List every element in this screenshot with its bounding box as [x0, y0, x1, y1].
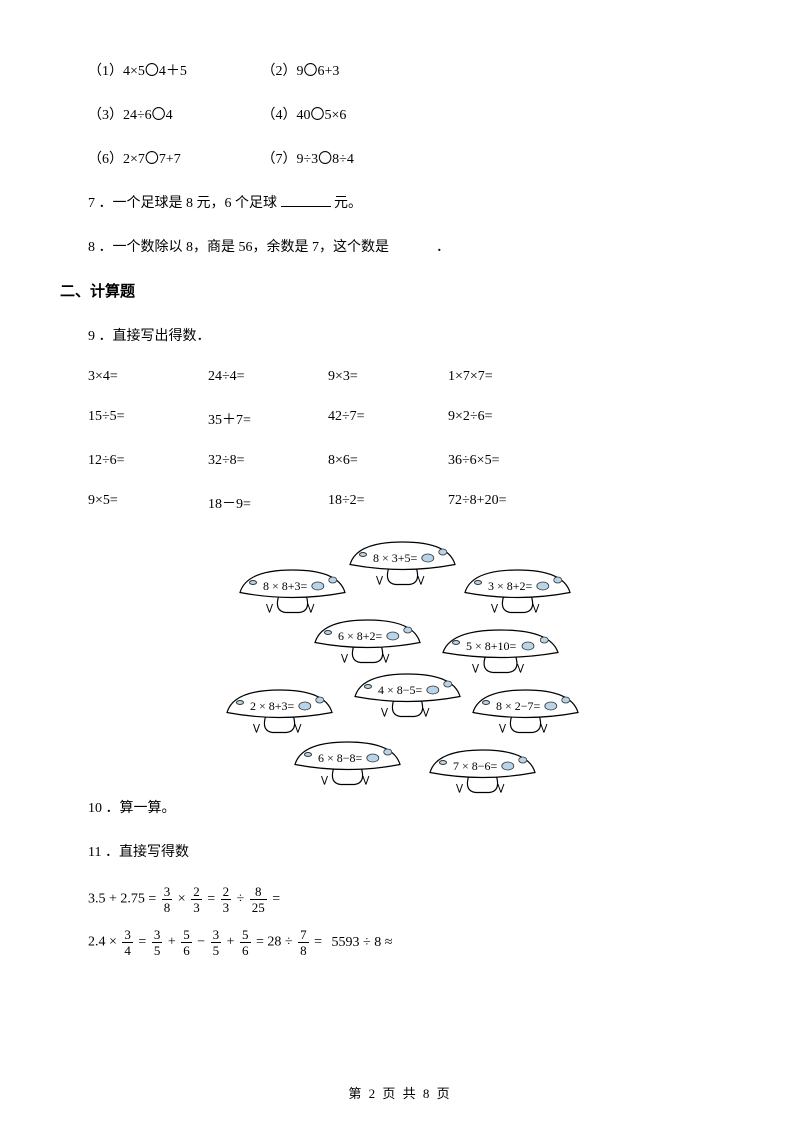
mushroom-expr: 5 × 8+10= [466, 639, 516, 654]
blank-fill[interactable] [281, 193, 331, 207]
calc-cell: 3×4= [88, 369, 208, 385]
comp-row-2: （3）24÷6〇4 （4）40〇5×6 [80, 104, 720, 124]
calc-cell: 8×6= [328, 453, 448, 469]
section-title-2: 二、计算题 [60, 280, 720, 301]
comp-row-1: （1）4×5〇4＋5 （2）9〇6+3 [80, 60, 720, 80]
comp-1a: （1）4×5〇4＋5 [88, 60, 258, 80]
q7-text-a: 7 ．一个足球是 8 元，6 个足球 [88, 196, 277, 211]
page-footer: 第 2 页 共 8 页 [0, 1083, 800, 1102]
calc-cell: 36÷6×5= [448, 453, 588, 469]
calc-cell: 12÷6= [88, 453, 208, 469]
calc-cell: 72÷8+20= [448, 493, 588, 513]
equation-line-1: 3.5 + 2.75 = 38 × 23 = 23 ÷ 825 = [88, 885, 720, 914]
mushroom-expr: 7 × 8−6= [453, 759, 497, 774]
mushroom-expr: 3 × 8+2= [488, 579, 532, 594]
mushroom-expr: 6 × 8+2= [338, 629, 382, 644]
mushroom-item: 6 × 8−8= [290, 737, 405, 787]
mushroom-item: 3 × 8+2= [460, 565, 575, 615]
question-8: 8 ．一个数除以 8，商是 56，余数是 7，这个数是 ． [80, 236, 720, 256]
eq1-f4: 825 [250, 885, 267, 914]
q8-end: ． [436, 240, 450, 255]
q8-text: 8 ．一个数除以 8，商是 56，余数是 7，这个数是 [88, 240, 389, 255]
calc-cell: 32÷8= [208, 453, 328, 469]
calc-row: 15÷5=35＋7=42÷7=9×2÷6= [80, 409, 720, 429]
mushroom-expr: 8 × 3+5= [373, 551, 417, 566]
comp-3b: （7）9÷3〇8÷4 [262, 152, 354, 167]
mushroom-expr: 8 × 8+3= [263, 579, 307, 594]
calc-row: 9×5=18－9=18÷2=72÷8+20= [80, 493, 720, 513]
mushroom-item: 7 × 8−6= [425, 745, 540, 795]
equation-line-2: 2.4 × 34 = 35 + 56 − 35 + 56 = 28 ÷ 78 =… [88, 928, 720, 957]
calc-cell: 18－9= [208, 493, 328, 513]
mushroom-item: 8 × 8+3= [235, 565, 350, 615]
eq1-f2: 23 [191, 885, 202, 914]
calc-cell: 24÷4= [208, 369, 328, 385]
calc-cell: 42÷7= [328, 409, 448, 429]
comp-3a: （6）2×7〇7+7 [88, 148, 258, 168]
calc-cell: 15÷5= [88, 409, 208, 429]
calc-cell: 9×3= [328, 369, 448, 385]
comp-2a: （3）24÷6〇4 [88, 104, 258, 124]
eq1-f3: 23 [221, 885, 232, 914]
eq1-f1: 38 [162, 885, 173, 914]
mushroom-item: 8 × 2−7= [468, 685, 583, 735]
mushroom-item: 2 × 8+3= [222, 685, 337, 735]
calc-cell: 9×2÷6= [448, 409, 588, 429]
question-7: 7 ．一个足球是 8 元，6 个足球 元。 [80, 192, 720, 212]
mushroom-expr: 4 × 8−5= [378, 683, 422, 698]
mushroom-item: 8 × 3+5= [345, 537, 460, 587]
calc-cell: 35＋7= [208, 409, 328, 429]
calc-cell: 18÷2= [328, 493, 448, 513]
mushroom-expr: 6 × 8−8= [318, 751, 362, 766]
mushroom-figure: 8 × 3+5= 8 × 8+3= 3 × 8+2= 6 × 8+2= 5 × … [180, 537, 620, 817]
question-9: 9 ．直接写出得数． [80, 325, 720, 345]
calc-row: 12÷6=32÷8=8×6=36÷6×5= [80, 453, 720, 469]
mushroom-item: 4 × 8−5= [350, 669, 465, 719]
mushroom-expr: 8 × 2−7= [496, 699, 540, 714]
comp-row-3: （6）2×7〇7+7 （7）9÷3〇8÷4 [80, 148, 720, 168]
comp-2b: （4）40〇5×6 [262, 108, 347, 123]
calc-row: 3×4=24÷4=9×3=1×7×7= [80, 369, 720, 385]
comp-1b: （2）9〇6+3 [262, 64, 340, 79]
mushroom-item: 5 × 8+10= [438, 625, 563, 675]
calc-cell: 1×7×7= [448, 369, 588, 385]
question-11: 11 ．直接写得数 [80, 841, 720, 861]
mushroom-expr: 2 × 8+3= [250, 699, 294, 714]
calc-grid: 3×4=24÷4=9×3=1×7×7= 15÷5=35＋7=42÷7=9×2÷6=… [80, 369, 720, 513]
calc-cell: 9×5= [88, 493, 208, 513]
mushroom-item: 6 × 8+2= [310, 615, 425, 665]
q7-text-b: 元。 [334, 196, 362, 211]
eq2-p1: 2.4 × [88, 935, 117, 950]
eq1-p1: 3.5 + 2.75 = [88, 892, 156, 907]
